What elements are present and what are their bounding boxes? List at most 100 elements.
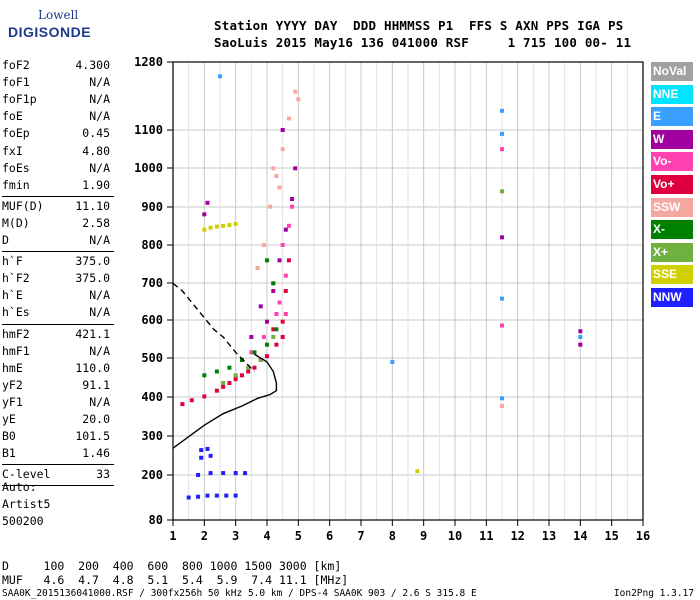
param-row: MUF(D) 11.10 <box>2 199 110 216</box>
data-point <box>246 365 251 370</box>
y-tick-label: 900 <box>141 200 163 214</box>
legend-item-x: X+ <box>651 242 693 262</box>
param-row: fxI 4.80 <box>2 144 110 161</box>
param-row: B0 101.5 <box>2 429 110 446</box>
x-tick-label: 11 <box>479 529 493 543</box>
param-row: D N/A <box>2 233 110 250</box>
muf-distance-row: D 100 200 400 600 800 1000 1500 3000 [km… <box>2 559 342 573</box>
param-name: hmF1 <box>2 343 30 358</box>
y-tick-label: 1100 <box>134 123 163 137</box>
param-row: C-level 33 <box>2 467 110 484</box>
param-name: foF2 <box>2 58 30 72</box>
panel-separator <box>2 251 114 253</box>
data-point <box>265 319 269 324</box>
legend-item-sse: SSE <box>651 265 693 285</box>
data-point <box>218 74 222 79</box>
y-tick-label: 500 <box>141 351 163 365</box>
data-point <box>268 204 273 209</box>
param-value: N/A <box>89 394 110 409</box>
x-tick-label: 12 <box>510 529 524 543</box>
data-point <box>214 224 219 229</box>
legend-item-vo: Vo+ <box>651 175 693 194</box>
data-point <box>249 350 254 355</box>
param-name: B0 <box>2 429 16 444</box>
data-point <box>246 369 251 374</box>
x-tick-label: 6 <box>326 529 333 543</box>
x-tick-label: 10 <box>448 529 462 543</box>
panel-separator <box>2 485 114 487</box>
data-point <box>186 495 191 500</box>
version-label: 500200 <box>2 514 44 528</box>
data-point <box>199 455 204 460</box>
param-value: 20.0 <box>82 412 110 426</box>
param-value: N/A <box>89 288 110 303</box>
data-point <box>208 453 213 458</box>
data-point <box>274 342 279 347</box>
param-value: N/A <box>89 92 110 107</box>
param-value: 4.80 <box>82 143 110 158</box>
data-point <box>261 335 266 339</box>
y-tick-label: 600 <box>141 313 163 327</box>
data-point <box>255 266 260 270</box>
param-name: foEp <box>2 126 30 141</box>
param-row: M(D) 2.58 <box>2 216 110 233</box>
param-name: h`Es <box>2 305 30 320</box>
panel-separator <box>2 464 114 466</box>
data-point <box>227 365 232 370</box>
param-value: N/A <box>89 75 110 90</box>
param-row: B1 1.46 <box>2 446 110 463</box>
data-point <box>233 377 238 382</box>
data-point <box>578 342 583 347</box>
data-point <box>578 335 583 339</box>
param-row: hmF1 N/A <box>2 344 110 361</box>
logo-line1: Lowell <box>38 8 79 22</box>
data-point <box>415 469 420 474</box>
artist-label: Artist5 <box>2 497 51 511</box>
footer-info: SAA0K_2015136041000.RSF / 300fx256h 50 k… <box>2 588 477 599</box>
y-tick-label: 700 <box>141 276 163 290</box>
data-point <box>280 243 285 247</box>
param-value: N/A <box>89 233 110 247</box>
data-point <box>286 223 291 228</box>
param-value: N/A <box>89 109 110 124</box>
param-name: hmF2 <box>2 326 30 341</box>
param-name: MUF(D) <box>2 198 44 213</box>
param-name: h`F <box>2 254 23 269</box>
param-value: 91.1 <box>82 377 110 392</box>
data-point <box>390 359 395 364</box>
param-name: M(D) <box>2 215 30 230</box>
data-point <box>233 471 238 476</box>
param-name: yF2 <box>2 377 23 392</box>
param-value: 110.0 <box>75 360 110 375</box>
data-point <box>500 235 504 240</box>
param-name: B1 <box>2 446 16 461</box>
param-row: yF1 N/A <box>2 395 110 412</box>
param-name: foEs <box>2 160 30 175</box>
data-point <box>196 473 201 477</box>
data-point <box>271 289 276 293</box>
param-value: N/A <box>89 305 110 320</box>
data-point <box>214 369 219 374</box>
data-point <box>221 223 226 228</box>
data-point <box>280 128 285 132</box>
data-point <box>205 446 210 451</box>
data-point <box>265 342 269 347</box>
data-point <box>196 494 201 499</box>
data-point <box>202 227 207 232</box>
footer-version: Ion2Png 1.3.17 <box>613 588 694 599</box>
plot-frame <box>172 61 644 521</box>
data-point <box>296 97 301 102</box>
data-point <box>233 373 238 378</box>
data-point <box>233 493 238 498</box>
param-row: h`F2 375.0 <box>2 271 110 288</box>
data-point <box>239 358 244 362</box>
data-point <box>280 147 285 152</box>
data-point <box>271 327 276 332</box>
data-point <box>280 335 285 339</box>
data-point <box>258 358 263 362</box>
data-point <box>286 258 291 263</box>
data-point <box>224 493 229 498</box>
param-row: foF1p N/A <box>2 92 110 109</box>
data-point <box>290 204 295 209</box>
data-point <box>271 166 276 171</box>
